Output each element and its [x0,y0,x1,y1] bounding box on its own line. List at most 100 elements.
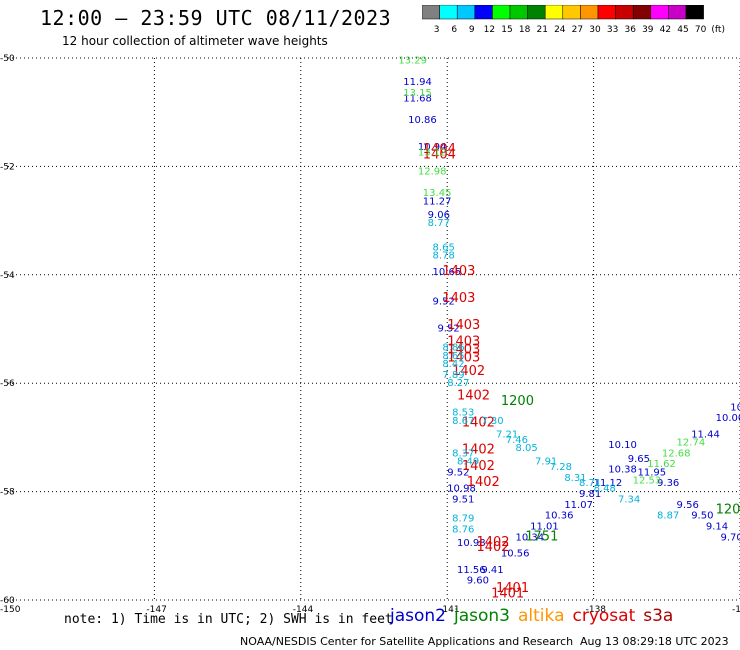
wave-height-label: 8.77 [428,218,450,229]
colorbar-label: 42 [660,25,671,35]
wave-height-label: 10.10 [608,440,637,451]
wave-height-label: 9.52 [433,297,455,308]
wave-height-label: 7.30 [481,416,503,427]
wave-height-label: 9.06 [428,210,450,221]
y-tick-label: -50 [0,54,15,64]
wave-height-label: 8.27 [447,378,469,389]
legend-item-altika: altika [518,606,565,626]
wave-height-label: 9.51 [452,494,474,505]
x-tick-label: -144 [293,605,314,615]
wave-height-label: 1401 [491,586,524,601]
wave-height-label: 11.95 [638,467,667,478]
page-title: 12:00 — 23:59 UTC 08/11/2023 [40,6,392,30]
wave-height-label: 1404 [423,147,456,162]
wave-height-label: 10.98 [457,538,486,549]
wave-height-label: 11.12 [594,478,623,489]
wave-height-label: 1751 [525,529,558,544]
wave-height-label: 11.44 [691,429,720,440]
x-tick-label: -141 [439,605,459,615]
colorbar-label: 18 [519,25,531,35]
wave-height-label: 10.38 [608,465,637,476]
satellite-legend: jason2 jason3 altika cryosat s3a [390,606,681,626]
wave-height-label: 1402 [467,475,500,490]
y-tick-label: -58 [0,488,15,498]
wave-height-label: 1404 [423,142,456,157]
wave-height-label: 1402 [462,459,495,474]
wave-height-label: 7.91 [535,457,557,468]
colorbar-label: 24 [554,25,566,35]
colorbar-label: 30 [589,25,601,35]
wave-height-label: 9.36 [657,478,679,489]
colorbar-label: 12 [484,25,495,35]
colorbar-label: 45 [677,25,688,35]
legend-item-jason2: jason2 [390,606,446,626]
wave-height-label: 13.15 [403,88,432,99]
wave-height-label: 1403 [442,264,475,279]
x-tick-label: -147 [146,605,166,615]
wave-height-label: 9.70 [720,532,740,543]
legend-item-cryosat: cryosat [572,606,636,626]
wave-height-label: 8.49 [457,457,479,468]
legend-item-s3a: s3a [643,606,674,626]
wave-height-label: 10.00 [716,413,740,424]
colorbar-label: 33 [607,25,618,35]
wave-height-label: 13.45 [423,188,452,199]
wave-height-label: 8.86 [442,343,464,354]
wave-height-label: 1402 [476,535,509,550]
footer-note: note: 1) Time is in UTC; 2) SWH is in fe… [64,612,393,627]
wave-height-label: 7.28 [550,462,572,473]
footer-timestamp: Aug 13 08:29:18 UTC 2023 [580,635,729,648]
wave-height-label: 10.65 [433,267,462,278]
x-tick-label: -150 [0,605,21,615]
wave-height-label: 1200 [501,394,534,409]
wave-height-label: 12.98 [418,167,447,178]
colorbar-label: 21 [536,25,547,35]
wave-height-label: 10.86 [408,115,437,126]
wave-height-label: 10.36 [545,511,574,522]
colorbar-label: 70 [695,25,707,35]
wave-height-label: 1403 [442,291,475,306]
wave-height-label: 8.42 [442,359,464,370]
wave-height-label: 1402 [457,388,490,403]
y-tick-label: -60 [0,596,15,606]
wave-height-label: 9.60 [467,576,489,587]
wave-height-label: 11.01 [530,522,559,533]
wave-height-label: 1401 [496,581,529,596]
colorbar-label: 9 [469,25,475,35]
x-tick-label: -138 [586,605,607,615]
wave-height-label: 10.98 [447,484,476,495]
footer-credit: NOAA/NESDIS Center for Satellite Applica… [240,635,574,648]
wave-height-label: 9.56 [677,500,699,511]
colorbar-label: 39 [642,25,654,35]
wave-height-label: 8.48 [594,484,616,495]
wave-height-label: 12.68 [662,448,691,459]
wave-height-label: 8.31 [564,473,586,484]
wave-height-label: 10.56 [501,549,530,560]
wave-height-label: 9.14 [706,522,728,533]
wave-height-label: 10.30 [730,402,740,413]
wave-height-label: 11.07 [564,500,593,511]
wave-height-label: 11.27 [423,196,452,207]
wave-height-label: 8.71 [579,478,601,489]
wave-height-label: 8.67 [452,416,474,427]
wave-height-label: 1403 [447,334,480,349]
wave-height-label: 7.89 [442,370,464,381]
wave-height-label: 1402 [476,540,509,555]
wave-height-label: 7.46 [506,435,528,446]
wave-height-label: 7.21 [496,429,518,440]
wave-height-label: 11.56 [457,565,486,576]
wave-height-label: 9.52 [447,467,469,478]
wave-height-label: 8.87 [657,511,679,522]
wave-height-label: 1403 [447,342,480,357]
wave-height-label: 8.37 [452,448,474,459]
wave-height-label: 8.65 [433,242,455,253]
wave-height-label: 13.29 [398,55,427,66]
wave-height-label: 1403 [447,318,480,333]
colorbar-label: 6 [451,25,457,35]
wave-height-label: 10.34 [516,532,545,543]
wave-height-label: 8.65 [442,351,464,362]
wave-height-label: 11.68 [403,93,432,104]
colorbar-label: 27 [572,25,583,35]
